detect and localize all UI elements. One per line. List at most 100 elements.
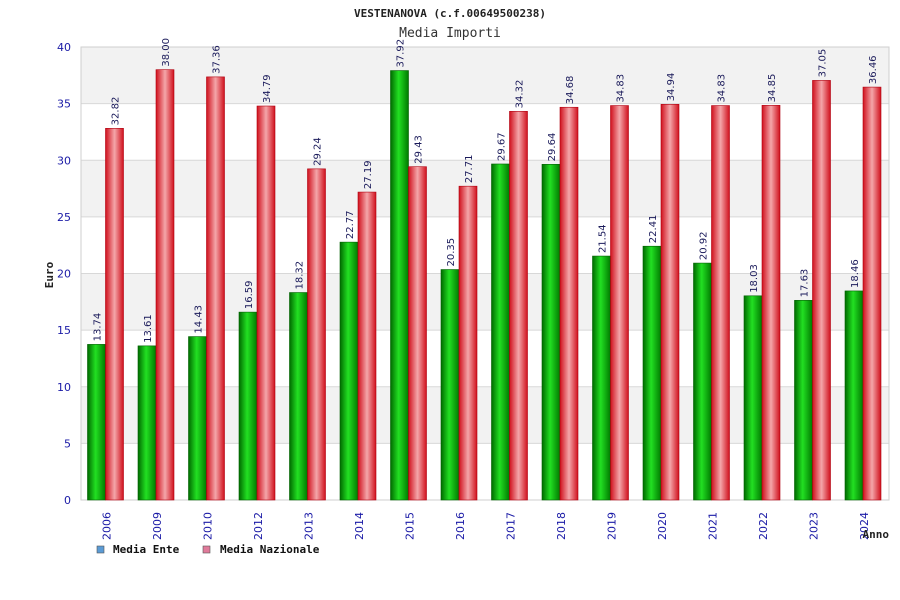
bar-value-label: 38.00 [161, 38, 172, 67]
bar-media-ente [188, 336, 207, 501]
bar-value-label: 13.61 [143, 314, 154, 343]
bar-value-label: 18.32 [295, 261, 306, 290]
y-tick-label: 5 [64, 437, 71, 450]
x-tick-label: 2009 [151, 512, 164, 540]
bar-value-label: 22.41 [648, 215, 659, 244]
bar-media-ente [844, 290, 864, 501]
legend-label: Media Ente [113, 543, 180, 556]
bar-media-nazionale [105, 128, 124, 501]
bar-media-nazionale [559, 106, 579, 501]
bar-media-nazionale [357, 191, 377, 501]
bar-value-label: 29.43 [414, 135, 425, 164]
legend-swatch [202, 545, 211, 554]
legend: Media Ente Media Nazionale [96, 543, 320, 556]
bar-media-nazionale [307, 168, 326, 501]
y-tick-label: 30 [57, 154, 71, 167]
bar-value-label: 18.46 [850, 259, 861, 288]
bar-value-label: 34.83 [616, 74, 627, 103]
x-tick-label: 2019 [605, 512, 618, 540]
bar-value-label: 34.32 [515, 80, 526, 109]
bar-media-nazionale [660, 104, 680, 501]
bar-media-ente [693, 262, 712, 501]
bar-value-label: 29.24 [313, 137, 324, 166]
bar-value-label: 13.74 [93, 313, 104, 342]
bar-media-ente [87, 344, 106, 501]
bar-media-nazionale [509, 111, 528, 501]
x-tick-label: 2023 [807, 512, 820, 540]
x-tick-label: 2014 [353, 512, 366, 540]
x-tick-label: 2024 [858, 512, 871, 540]
bar-value-label: 34.94 [666, 73, 677, 102]
bar-media-nazionale [610, 105, 629, 501]
bar-media-nazionale [812, 80, 831, 501]
x-axis-label: Anno [863, 528, 890, 541]
bar-value-label: 16.59 [244, 280, 255, 309]
bar-media-ente [794, 300, 813, 501]
legend-swatch [96, 545, 105, 554]
y-tick-label: 40 [57, 41, 71, 54]
bar-media-ente [541, 164, 561, 501]
bar-value-label: 34.68 [565, 76, 576, 105]
bar-value-label: 20.92 [699, 231, 710, 260]
bar-media-nazionale [155, 69, 175, 501]
x-tick-label: 2016 [454, 512, 467, 540]
bar-media-ente [440, 269, 460, 501]
bar-value-label: 22.77 [345, 210, 356, 239]
bar-value-label: 21.54 [598, 224, 609, 253]
x-tick-label: 2010 [201, 512, 214, 540]
bar-media-nazionale [256, 105, 276, 501]
bar-value-label: 29.64 [547, 133, 558, 162]
bar-media-ente [238, 311, 258, 501]
plot-border [80, 46, 890, 501]
y-tick-label: 0 [64, 494, 71, 507]
y-tick-label: 20 [57, 268, 71, 281]
bar-value-label: 17.63 [800, 269, 811, 298]
bar-media-ente [390, 70, 409, 501]
x-tick-label: 2017 [504, 512, 517, 540]
bar-media-ente [491, 163, 510, 501]
bar-value-label: 18.03 [749, 264, 760, 293]
bar-media-nazionale [862, 86, 882, 501]
bar-media-nazionale [711, 105, 730, 501]
bar-value-label: 27.71 [464, 155, 475, 184]
bar-value-label: 27.19 [363, 160, 374, 189]
bar-value-label: 34.79 [262, 74, 273, 103]
x-tick-label: 2021 [706, 512, 719, 540]
x-tick-label: 2022 [757, 512, 770, 540]
x-tick-label: 2018 [555, 512, 568, 540]
bar-value-label: 29.67 [497, 132, 508, 161]
x-tick-label: 2015 [403, 512, 416, 540]
bar-value-label: 37.05 [818, 49, 829, 78]
x-tick-label: 2006 [100, 512, 113, 540]
bar-media-nazionale [408, 166, 427, 501]
bar-media-nazionale [206, 76, 225, 501]
bar-value-label: 32.82 [111, 97, 122, 126]
chart-title: VESTENANOVA (c.f.00649500238) [354, 7, 546, 20]
bar-media-nazionale [761, 105, 781, 501]
bar-value-label: 14.43 [194, 305, 205, 334]
y-axis-label: Euro [43, 261, 56, 288]
bar-value-label: 36.46 [868, 55, 879, 84]
bar-media-ente [642, 245, 662, 501]
bar-media-ente [339, 241, 359, 501]
bar-media-nazionale [458, 185, 478, 501]
bar-value-label: 20.35 [446, 238, 457, 267]
bar-value-label: 34.83 [717, 74, 728, 103]
x-tick-label: 2012 [252, 512, 265, 540]
x-tick-label: 2020 [656, 512, 669, 540]
bar-media-ente [743, 295, 763, 501]
y-tick-label: 10 [57, 381, 71, 394]
chart-subtitle: Media Importi [399, 26, 501, 41]
bar-value-label: 37.92 [396, 39, 407, 68]
bar-value-label: 37.36 [212, 45, 223, 74]
legend-label: Media Nazionale [220, 543, 320, 556]
bar-media-ente [137, 345, 157, 501]
y-tick-label: 35 [57, 98, 71, 111]
bar-media-ente [592, 255, 611, 501]
x-tick-label: 2013 [302, 512, 315, 540]
bar-media-ente [289, 292, 308, 501]
plot-area: 0 5 10 15 20 25 30 35 40 13.74 32.82 2006 13.61 38.00… [57, 38, 890, 540]
bar-value-label: 34.85 [767, 74, 778, 103]
y-tick-label: 15 [57, 324, 71, 337]
